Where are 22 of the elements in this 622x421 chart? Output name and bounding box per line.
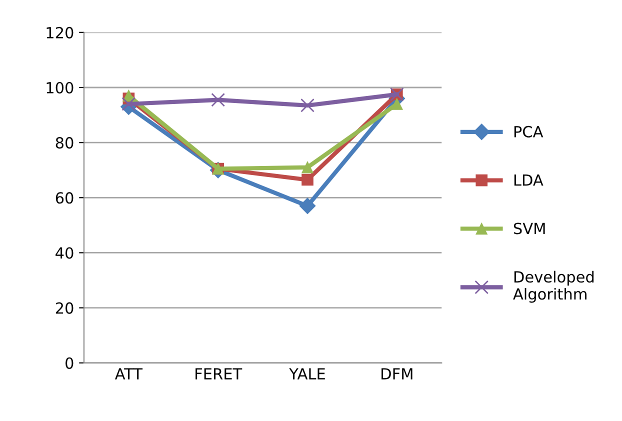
- point: [122, 97, 136, 111]
- legend-label: LDA: [514, 174, 544, 186]
- x-tick-label: DFM: [382, 368, 412, 380]
- y-tick-label: 20: [56, 302, 74, 314]
- y-tick-label: 40: [56, 247, 74, 259]
- point: [300, 98, 314, 112]
- point: [211, 92, 226, 107]
- point: [302, 161, 314, 174]
- y-tick-label: 80: [56, 137, 74, 149]
- x-tick-label: FERET: [196, 368, 242, 380]
- y-tick-label: 120: [46, 26, 74, 38]
- y-tick-label: 60: [56, 192, 74, 204]
- legend-label: Developed Algorithm: [513, 270, 594, 303]
- x-tick-label: ATT: [114, 368, 143, 380]
- point: [299, 198, 316, 214]
- point: [302, 174, 314, 186]
- point: [391, 98, 403, 110]
- legend-label: PCA: [514, 126, 544, 138]
- legend-label: SVM: [514, 222, 545, 234]
- y-tick-label: 0: [66, 357, 74, 369]
- y-tick-label: 100: [46, 82, 74, 94]
- x-tick-label: YALE: [289, 368, 325, 380]
